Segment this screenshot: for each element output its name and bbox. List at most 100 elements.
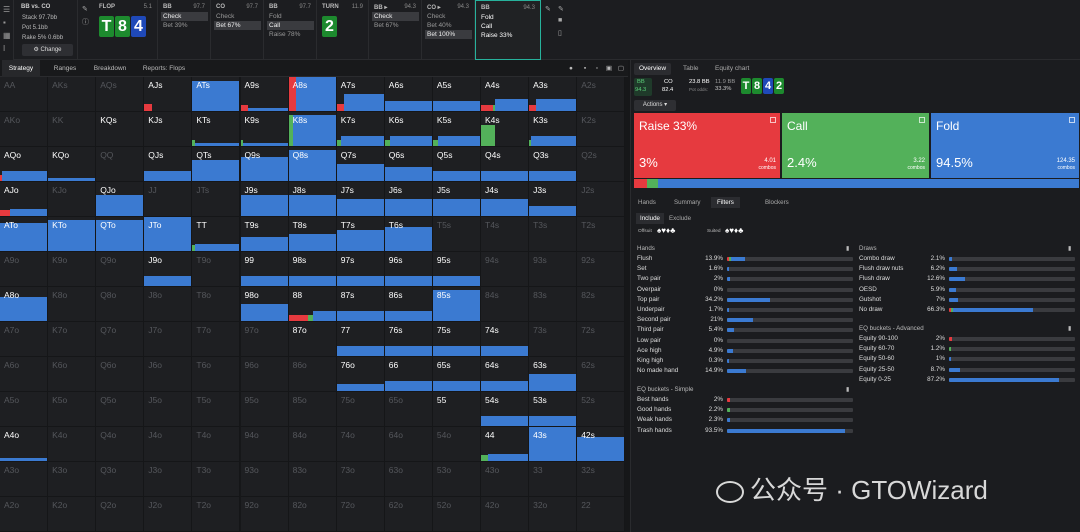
hand-cell-53o[interactable]: 53o (432, 462, 481, 497)
draws-row[interactable]: OESD 5.9% (859, 285, 1077, 295)
draws-row[interactable]: Gutshot 7% (859, 295, 1077, 305)
hand-cell-ATs[interactable]: ATs (192, 77, 241, 112)
hand-cell-KK[interactable]: KK (48, 112, 97, 147)
action-option[interactable]: Bet 67% (374, 22, 399, 29)
hand-cell-J4o[interactable]: J4o (144, 427, 193, 462)
hand-cell-85o[interactable]: 85o (288, 392, 337, 427)
hand-cell-43o[interactable]: 43o (481, 462, 530, 497)
exclude-toggle[interactable]: Exclude (669, 215, 692, 222)
hand-cell-KJo[interactable]: KJo (48, 182, 97, 217)
expand-icon[interactable] (1069, 117, 1075, 123)
hand-cell-KQs[interactable]: KQs (96, 112, 145, 147)
hands-row[interactable]: Overpair 0% (637, 285, 855, 295)
action-option[interactable]: Check (372, 12, 419, 21)
action-column-3[interactable]: BB 97.7 Fold Call Raise 78% (264, 0, 317, 60)
menu-icon[interactable]: ☰ (3, 5, 11, 14)
draws-row[interactable]: Flush draw 12.6% (859, 274, 1077, 284)
section-toggle-icon[interactable]: ▮ (846, 245, 850, 252)
hand-cell-A9o[interactable]: A9o (0, 252, 49, 287)
hand-cell-98o[interactable]: 98o (240, 287, 289, 322)
hand-cell-J7o[interactable]: J7o (144, 322, 193, 357)
hand-cell-82s[interactable]: 82s (577, 287, 626, 322)
hand-cell-T5o[interactable]: T5o (192, 392, 241, 427)
action-option[interactable]: Call (481, 23, 493, 30)
expand-icon[interactable] (770, 117, 776, 123)
hand-cell-AQs[interactable]: AQs (96, 77, 145, 112)
action-option[interactable]: Raise 78% (269, 31, 301, 38)
offsuit-suit-icons[interactable]: ♠♥♦♣ (657, 226, 676, 235)
hand-cell-63o[interactable]: 63o (384, 462, 433, 497)
settings-icon[interactable]: ● (569, 65, 573, 72)
hand-cell-73s[interactable]: 73s (529, 322, 578, 357)
hand-cell-J2s[interactable]: J2s (577, 182, 626, 217)
tab-blockers[interactable]: Blockers (765, 199, 789, 206)
hand-cell-A4s[interactable]: A4s (481, 77, 530, 112)
action-option[interactable]: Raise 33% (481, 32, 513, 39)
hand-cell-92s[interactable]: 92s (577, 252, 626, 287)
action-option[interactable]: Call (267, 21, 314, 30)
hand-cell-J5s[interactable]: J5s (432, 182, 481, 217)
eq-advanced-row[interactable]: Equity 60-70 1.2% (859, 344, 1077, 354)
list-view-icon[interactable]: ▫ (595, 65, 599, 72)
hand-cell-J6o[interactable]: J6o (144, 357, 193, 392)
hand-cell-Q8s[interactable]: Q8s (288, 147, 337, 182)
hand-cell-A9s[interactable]: A9s (240, 77, 289, 112)
hand-cell-74s[interactable]: 74s (481, 322, 530, 357)
hand-cell-K2s[interactable]: K2s (577, 112, 626, 147)
hand-cell-92o[interactable]: 92o (240, 497, 289, 532)
hand-cell-Q7o[interactable]: Q7o (96, 322, 145, 357)
hand-cell-Q8o[interactable]: Q8o (96, 287, 145, 322)
action-column-7[interactable]: BB 94.3 Fold Call Raise 33% ✎ (475, 0, 551, 60)
hand-cell-T4s[interactable]: T4s (481, 217, 530, 252)
hand-cell-K7s[interactable]: K7s (336, 112, 385, 147)
hand-cell-A5o[interactable]: A5o (0, 392, 49, 427)
tab-breakdown[interactable]: Breakdown (93, 65, 127, 72)
hand-cell-QTo[interactable]: QTo (96, 217, 145, 252)
hand-cell-T2o[interactable]: T2o (192, 497, 241, 532)
hand-cell-J8s[interactable]: J8s (288, 182, 337, 217)
eq-advanced-row[interactable]: Equity 25-50 8.7% (859, 365, 1077, 375)
action-option[interactable]: Fold (481, 14, 494, 21)
hand-cell-AJo[interactable]: AJo (0, 182, 49, 217)
hand-cell-ATo[interactable]: ATo (0, 217, 49, 252)
hand-cell-99[interactable]: 99 (240, 252, 289, 287)
save-icon[interactable]: ▪ (3, 18, 6, 27)
hand-cell-66[interactable]: 66 (384, 357, 433, 392)
hand-cell-AKs[interactable]: AKs (48, 77, 97, 112)
hand-cell-65s[interactable]: 65s (432, 357, 481, 392)
hand-cell-KTo[interactable]: KTo (48, 217, 97, 252)
hand-cell-Q5o[interactable]: Q5o (96, 392, 145, 427)
hands-row[interactable]: Flush 13.9% (637, 254, 855, 264)
hand-cell-88[interactable]: 88 (288, 287, 337, 322)
hand-cell-AQo[interactable]: AQo (0, 147, 49, 182)
hand-cell-85s[interactable]: 85s (432, 287, 481, 322)
hand-cell-76o[interactable]: 76o (336, 357, 385, 392)
hand-cell-A2s[interactable]: A2s (577, 77, 626, 112)
section-toggle-icon[interactable]: ▮ (846, 386, 850, 393)
hand-cell-A3o[interactable]: A3o (0, 462, 49, 497)
hand-cell-54o[interactable]: 54o (432, 427, 481, 462)
hand-cell-J2o[interactable]: J2o (144, 497, 193, 532)
hand-cell-JJ[interactable]: JJ (144, 182, 193, 217)
hand-cell-95o[interactable]: 95o (240, 392, 289, 427)
hand-cell-55[interactable]: 55 (432, 392, 481, 427)
eq-advanced-row[interactable]: Equity 0-25 87.2% (859, 375, 1077, 385)
hand-cell-73o[interactable]: 73o (336, 462, 385, 497)
action-column-1[interactable]: BB 97.7 Check Bet 39% (158, 0, 211, 60)
hand-cell-Q4s[interactable]: Q4s (481, 147, 530, 182)
hand-cell-44[interactable]: 44 (481, 427, 530, 462)
hand-cell-QJs[interactable]: QJs (144, 147, 193, 182)
hands-row[interactable]: Low pair 0% (637, 336, 855, 346)
hand-cell-K3o[interactable]: K3o (48, 462, 97, 497)
hands-row[interactable]: Two pair 2% (637, 274, 855, 284)
edit-icon[interactable]: ✎ (545, 6, 551, 13)
draws-row[interactable]: Combo draw 2.1% (859, 254, 1077, 264)
hand-cell-77[interactable]: 77 (336, 322, 385, 357)
hand-cell-T5s[interactable]: T5s (432, 217, 481, 252)
eq-advanced-row[interactable]: Equity 90-100 2% (859, 334, 1077, 344)
hand-cell-72o[interactable]: 72o (336, 497, 385, 532)
action-column-5[interactable]: BB ▸ 94.3 Check Bet 67% (369, 0, 422, 60)
hand-cell-J3o[interactable]: J3o (144, 462, 193, 497)
hand-cell-AA[interactable]: AA (0, 77, 49, 112)
hand-cell-84o[interactable]: 84o (288, 427, 337, 462)
